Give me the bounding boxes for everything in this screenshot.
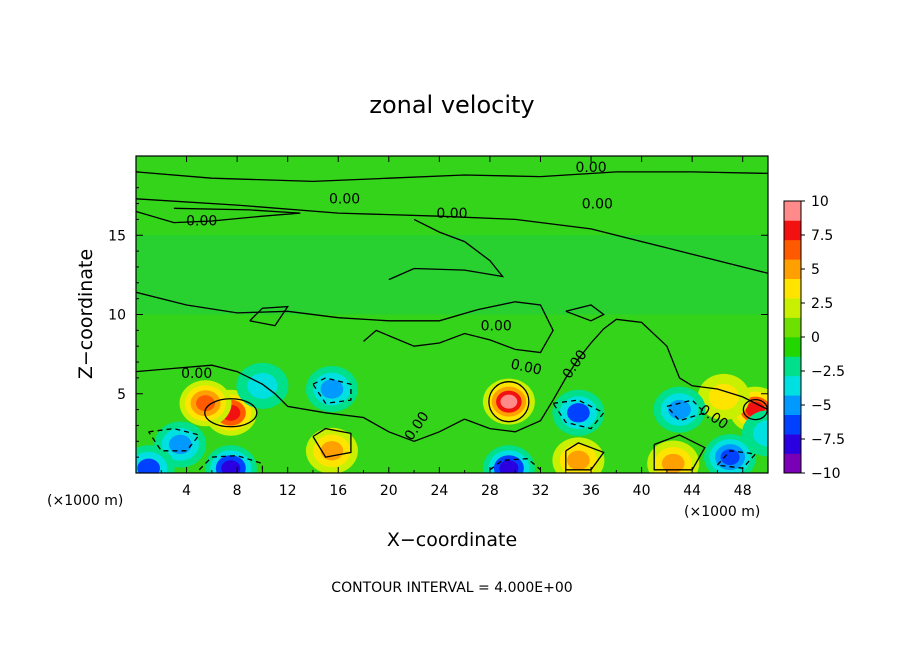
contour-negative xyxy=(489,458,541,471)
contour-zero xyxy=(565,304,605,322)
colorbar-swatch xyxy=(784,201,801,221)
colorbar-swatch xyxy=(784,220,801,241)
colorbar-swatch xyxy=(784,414,801,435)
colorbar-tick-label: 0 xyxy=(811,330,820,346)
colorbar-swatch xyxy=(784,337,801,357)
colorbar-tick-label: 5 xyxy=(811,262,820,278)
heatmap-feature xyxy=(697,373,750,420)
heatmap-feature xyxy=(482,378,535,425)
colorbar-tick-label: −10 xyxy=(811,466,841,482)
contour-negative xyxy=(312,377,352,404)
contour-negative xyxy=(716,450,757,469)
contour-zero xyxy=(653,434,706,471)
x-tick-label: 8 xyxy=(233,483,242,499)
contour-negative xyxy=(198,454,264,471)
heatmap-feature xyxy=(653,386,706,433)
colorbar-tick-label: −5 xyxy=(811,398,832,414)
colorbar-swatch xyxy=(784,278,801,299)
colorbar-swatch xyxy=(784,375,801,396)
colorbar-tick-label: 7.5 xyxy=(811,228,833,244)
contour-zero xyxy=(388,218,505,281)
x-tick-label: 48 xyxy=(734,483,752,499)
contour-zero xyxy=(464,318,768,433)
x-tick-label: 44 xyxy=(683,483,701,499)
contour-label: 0.00 xyxy=(186,214,217,230)
colorbar-tick-label: −7.5 xyxy=(811,432,845,448)
heatmap-feature xyxy=(552,437,605,473)
colorbar-swatch xyxy=(784,259,801,280)
heatmap-feature xyxy=(305,365,358,412)
colorbar-tick-label: 10 xyxy=(811,194,829,210)
contour-label: 0.00 xyxy=(509,357,543,379)
contour-maximum xyxy=(742,398,768,421)
plot-area: 0.000.000.00 0.000.000.000.00 0.000.000.00… xyxy=(108,155,769,499)
colorbar-tick-label: 2.5 xyxy=(811,296,833,312)
colorbar-swatch xyxy=(784,239,801,260)
contour-label: 0.00 xyxy=(481,318,512,334)
y-axis-ticks: 5 10 15 xyxy=(108,171,768,458)
contour-zero xyxy=(136,198,768,274)
contour-label: 0.00 xyxy=(329,192,360,208)
y-tick-label: 10 xyxy=(108,308,126,324)
contour-maximum xyxy=(204,398,258,428)
x-tick-label: 12 xyxy=(279,483,297,499)
colorbar-swatch xyxy=(784,434,801,454)
heatmap-feature xyxy=(204,445,257,473)
x-tick-label: 24 xyxy=(430,483,448,499)
heatmap-feature xyxy=(305,427,358,473)
y-tick-label: 5 xyxy=(117,387,126,403)
contour-maximum xyxy=(488,381,530,423)
colorbar-swatch xyxy=(784,453,801,474)
x-tick-label: 40 xyxy=(633,483,651,499)
contour-zero xyxy=(565,442,605,471)
y-axis-label: Z−coordinate xyxy=(75,249,97,379)
colorbar-swatch xyxy=(784,356,801,377)
heatmap-feature xyxy=(236,362,289,409)
heatmap-band xyxy=(136,235,768,315)
x-tick-label: 32 xyxy=(532,483,550,499)
contour-negative xyxy=(552,399,605,430)
x-tick-label: 4 xyxy=(182,483,191,499)
x-tick-label: 20 xyxy=(380,483,398,499)
colorbar-swatch xyxy=(784,298,801,318)
contour-zero xyxy=(136,171,768,183)
heatmap-feature xyxy=(482,445,535,473)
colorbar: 10 7.5 5 2.5 0 −2.5 −5 −7.5 −10 xyxy=(783,194,845,482)
x-tick-label: 16 xyxy=(329,483,347,499)
contour-zero xyxy=(136,291,554,354)
contour-label: 0.00 xyxy=(575,160,606,176)
contour-zero xyxy=(249,305,289,327)
x-unit-right: (×1000 m) xyxy=(684,504,760,520)
contour-zero xyxy=(136,364,465,442)
heatmap-feature xyxy=(179,380,232,427)
contour-zero xyxy=(312,427,352,458)
contour-interval-note: CONTOUR INTERVAL = 4.000E+00 xyxy=(331,580,572,596)
x-unit-left: (×1000 m) xyxy=(47,493,123,509)
contour-label: 0.00 xyxy=(436,206,467,222)
x-axis-label: X−coordinate xyxy=(387,529,517,551)
x-axis-ticks: 4 8 12 16 20 24 28 32 36 40 44 48 xyxy=(160,156,752,499)
x-tick-label: 36 xyxy=(582,483,600,499)
colorbar-swatch xyxy=(784,395,801,416)
colorbar-tick-label: −2.5 xyxy=(811,364,845,380)
y-tick-label: 15 xyxy=(108,228,126,244)
contour-label: 0.00 xyxy=(582,196,613,212)
heatmap-feature xyxy=(704,434,757,473)
contour-lines xyxy=(136,171,768,471)
contour-negative xyxy=(666,399,707,422)
heatmap-feature xyxy=(136,445,175,473)
contour-zero xyxy=(136,207,301,224)
contour-negative xyxy=(148,427,201,452)
x-tick-label: 28 xyxy=(481,483,499,499)
contour-label: 0.00 xyxy=(181,366,212,382)
colorbar-swatch xyxy=(784,317,801,338)
chart-title: zonal velocity xyxy=(369,91,534,119)
contour-labels: 0.000.000.00 0.000.000.000.00 0.000.000.00… xyxy=(181,160,731,444)
heatmap-feature xyxy=(742,410,768,457)
heatmap-feature xyxy=(647,440,700,473)
